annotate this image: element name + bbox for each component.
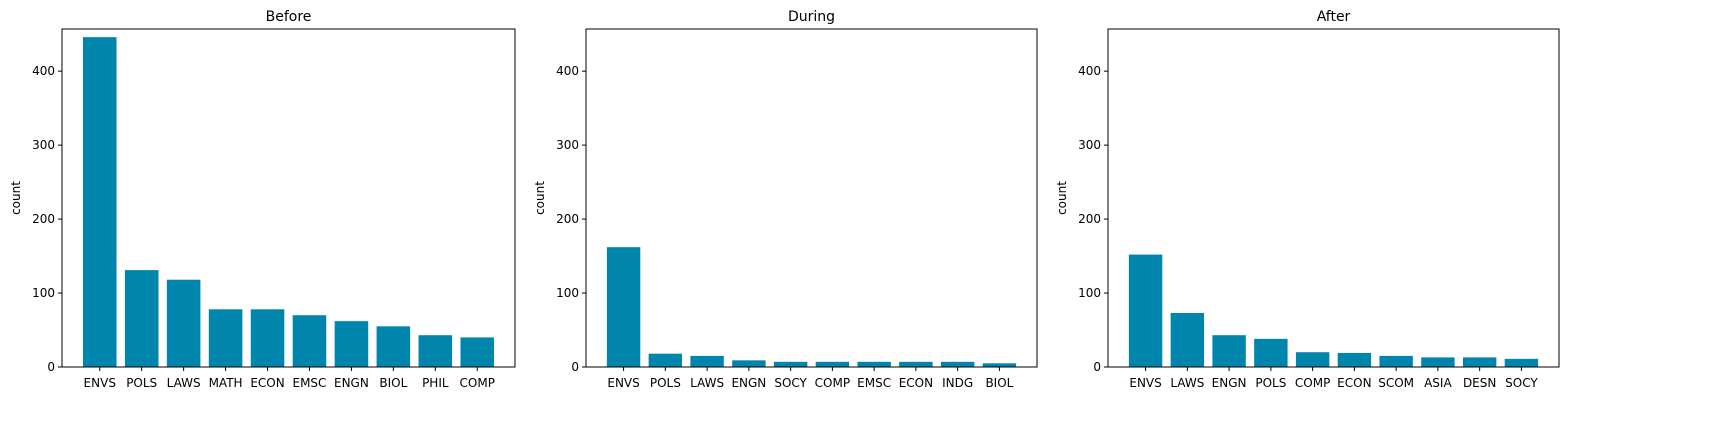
axes-frame bbox=[585, 28, 1038, 368]
y-tick-label: 200 bbox=[32, 212, 55, 226]
bar-econ bbox=[899, 361, 933, 367]
bar-biol bbox=[376, 326, 411, 367]
y-tick-label: 100 bbox=[556, 286, 579, 300]
x-tick-label: EMSC bbox=[857, 376, 891, 390]
x-tick-label: ECON bbox=[899, 376, 933, 390]
x-tick-label: COMP bbox=[460, 376, 495, 390]
y-tick-label: 300 bbox=[1078, 138, 1101, 152]
x-tick-label: LAWS bbox=[1170, 376, 1204, 390]
x-tick-label: DESN bbox=[1463, 376, 1496, 390]
x-tick-label: POLS bbox=[1255, 376, 1286, 390]
chart-title: After bbox=[1317, 9, 1351, 25]
bar-engn bbox=[1212, 335, 1246, 367]
axes-frame bbox=[1107, 28, 1560, 368]
bar-indg bbox=[940, 361, 975, 367]
bar-pols bbox=[124, 270, 159, 367]
chart-panel-after: 0 100 200 300 400 ENVS LAWS ENGN POLS COMP ECON SCO… bbox=[1055, 9, 1560, 390]
bar-pols bbox=[1254, 338, 1288, 367]
bar-envs bbox=[606, 247, 641, 367]
bar-comp bbox=[460, 337, 495, 367]
axes-frame bbox=[61, 28, 516, 368]
x-tick-label: COMP bbox=[815, 376, 850, 390]
bar-biol bbox=[982, 363, 1017, 367]
x-tick-label: ENVS bbox=[1129, 376, 1161, 390]
x-tick-label: POLS bbox=[650, 376, 681, 390]
y-tick-label: 400 bbox=[556, 64, 579, 78]
y-tick-label: 400 bbox=[32, 64, 55, 78]
bar-phil bbox=[418, 335, 453, 367]
bar-asia bbox=[1421, 357, 1455, 367]
x-tick-label: MATH bbox=[209, 376, 243, 390]
chart-panel-during: 0 100 200 300 400 ENVS POLS LAWS ENGN SOCY COMP EMS… bbox=[533, 9, 1038, 390]
x-tick-label: ECON bbox=[1337, 376, 1371, 390]
y-tick-label: 100 bbox=[32, 286, 55, 300]
y-tick-label: 0 bbox=[1093, 360, 1101, 374]
y-tick-label: 100 bbox=[1078, 286, 1101, 300]
y-axis-label: count bbox=[9, 181, 23, 215]
bar-envs bbox=[82, 37, 117, 367]
y-tick-label: 200 bbox=[556, 212, 579, 226]
bar-emsc bbox=[857, 361, 891, 367]
y-axis-label: count bbox=[533, 181, 547, 215]
x-tick-label: PHIL bbox=[422, 376, 449, 390]
y-axis-label: count bbox=[1055, 181, 1069, 215]
bar-math bbox=[208, 309, 243, 367]
bar-desn bbox=[1462, 357, 1497, 367]
bar-comp bbox=[1295, 352, 1330, 367]
bar-laws bbox=[690, 355, 724, 367]
y-tick-label: 300 bbox=[556, 138, 579, 152]
bar-econ bbox=[250, 309, 285, 367]
x-tick-label: BIOL bbox=[379, 376, 407, 390]
bar-laws bbox=[1170, 313, 1205, 367]
chart-panel-before: 0 100 200 300 400 ENVS POLS LAWS MATH ECON EMSC ENG… bbox=[9, 9, 516, 390]
x-tick-label: ENVS bbox=[84, 376, 116, 390]
bar-socy bbox=[773, 361, 808, 367]
x-tick-label: INDG bbox=[942, 376, 973, 390]
x-tick-label: ENGN bbox=[1212, 376, 1247, 390]
bar-emsc bbox=[292, 315, 327, 367]
bar-econ bbox=[1337, 352, 1372, 367]
x-tick-label: ECON bbox=[250, 376, 284, 390]
bar-engn bbox=[732, 360, 766, 367]
x-tick-label: POLS bbox=[126, 376, 157, 390]
x-tick-label: ENGN bbox=[334, 376, 369, 390]
x-tick-label: LAWS bbox=[167, 376, 201, 390]
x-tick-label: EMSC bbox=[293, 376, 327, 390]
bar-engn bbox=[334, 321, 369, 367]
y-tick-label: 400 bbox=[1078, 64, 1101, 78]
bar-comp bbox=[815, 361, 850, 367]
bar-scom bbox=[1379, 355, 1413, 367]
bar-laws bbox=[166, 279, 201, 367]
chart-title: During bbox=[788, 9, 835, 25]
x-tick-label: SOCY bbox=[774, 376, 807, 390]
bar-socy bbox=[1504, 358, 1539, 367]
y-tick-label: 300 bbox=[32, 138, 55, 152]
x-tick-label: SOCY bbox=[1505, 376, 1538, 390]
x-tick-label: LAWS bbox=[690, 376, 724, 390]
x-tick-label: SCOM bbox=[1378, 376, 1414, 390]
y-tick-label: 0 bbox=[47, 360, 55, 374]
y-tick-label: 200 bbox=[1078, 212, 1101, 226]
bar-envs bbox=[1128, 254, 1163, 367]
x-tick-label: BIOL bbox=[985, 376, 1013, 390]
x-tick-label: ENGN bbox=[731, 376, 766, 390]
x-tick-label: ENVS bbox=[607, 376, 639, 390]
y-tick-label: 0 bbox=[571, 360, 579, 374]
x-tick-label: ASIA bbox=[1424, 376, 1452, 390]
x-tick-label: COMP bbox=[1295, 376, 1330, 390]
bar-pols bbox=[648, 353, 683, 367]
chart-title: Before bbox=[266, 9, 312, 25]
